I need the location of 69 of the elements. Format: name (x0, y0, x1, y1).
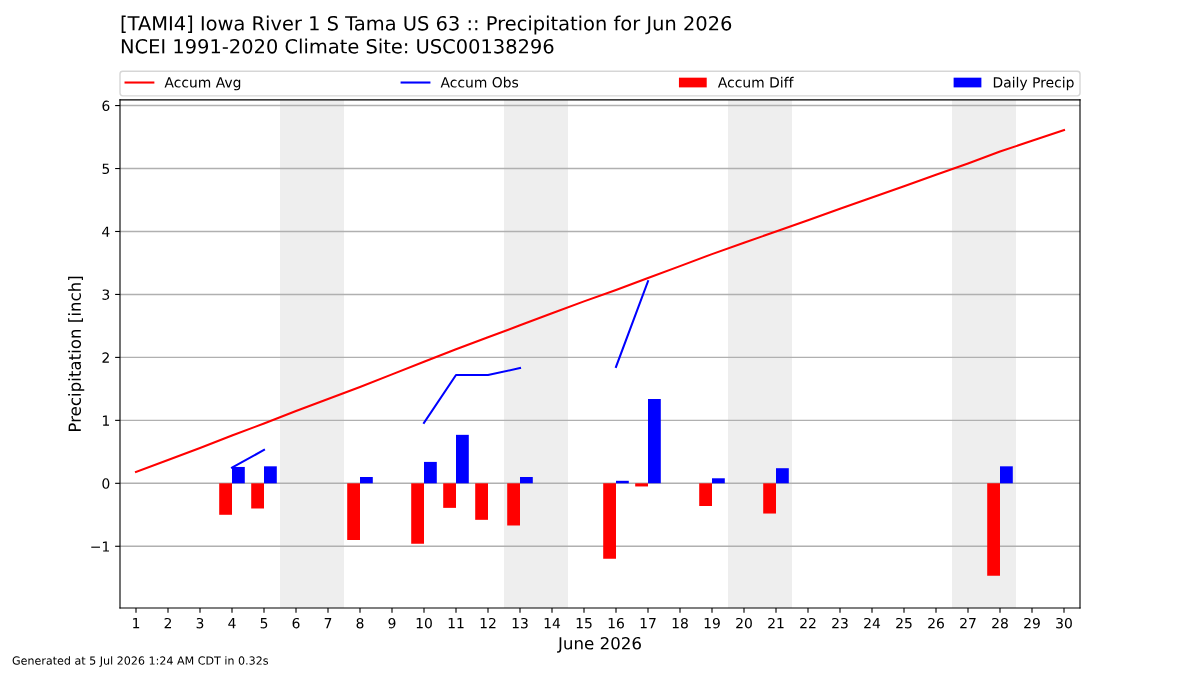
x-tick-label: 19 (704, 617, 720, 629)
bar (475, 483, 488, 520)
y-axis-title: Precipitation [inch] (68, 276, 85, 431)
y-tick-label: 3 (102, 289, 110, 300)
bar (411, 483, 424, 544)
bar (424, 461, 437, 484)
x-tick-label: 6 (292, 617, 300, 629)
x-tick-label: 4 (228, 618, 236, 629)
y-tick-label: 6 (102, 100, 110, 112)
x-tick-label: 8 (356, 617, 364, 629)
x-tick-label: 10 (416, 617, 432, 629)
x-tick-label: 3 (196, 617, 204, 629)
x-tick-label: 26 (928, 617, 944, 629)
x-tick-label: 28 (992, 617, 1008, 629)
bar (603, 483, 616, 559)
bar (507, 483, 520, 526)
chart-subtitle: NCEI 1991-2020 Climate Site: USC00138296 (121, 38, 554, 54)
x-tick-label: 1 (133, 618, 140, 629)
legend-label: Accum Diff (717, 76, 794, 88)
x-tick-label: 17 (640, 618, 656, 629)
x-tick-label: 15 (576, 618, 592, 629)
bar (360, 477, 373, 484)
bar (699, 483, 712, 506)
y-tick-label: 5 (102, 163, 110, 174)
x-axis-title: June 2026 (557, 636, 641, 653)
y-tick-label: 0 (102, 478, 110, 489)
bar (219, 483, 232, 515)
y-tick-label: −1 (91, 541, 109, 552)
line-series (134, 129, 1066, 474)
x-tick-label: 7 (324, 618, 332, 629)
x-tick-label: 29 (1024, 617, 1040, 629)
y-tick-label: 4 (102, 226, 110, 237)
x-tick-label: 27 (960, 617, 976, 629)
x-tick-label: 20 (736, 617, 752, 629)
text: Generated at 5 Jul 2026 1:24 AM CDT in 0.32s (12, 656, 269, 667)
legend-label: Daily Precip (993, 76, 1074, 91)
bar (635, 483, 648, 487)
x-tick-label: 18 (672, 617, 688, 629)
bar (251, 483, 264, 509)
x-tick-label: 16 (608, 617, 624, 629)
bar (712, 478, 725, 484)
bar (763, 483, 776, 514)
bar (456, 434, 469, 484)
x-tick-label: 13 (512, 617, 528, 629)
bar (648, 398, 661, 484)
x-tick-label: 12 (480, 617, 496, 629)
x-tick-label: 5 (260, 618, 268, 629)
x-tick-label: 24 (864, 617, 881, 629)
bar (347, 483, 360, 540)
x-tick-label: 9 (388, 617, 396, 629)
x-tick-label: 2 (164, 617, 172, 629)
x-tick-label: 22 (800, 617, 816, 629)
bar (776, 468, 789, 484)
x-tick-label: 21 (768, 617, 784, 629)
bar (443, 483, 456, 508)
x-tick-label: 23 (832, 617, 848, 629)
bar (520, 477, 533, 484)
x-tick-label: 11 (448, 618, 464, 629)
chart-title: [TAMI4] Iowa River 1 S Tama US 63 :: Precipitation for Jun 2026 (121, 15, 732, 35)
x-tick-label: 14 (544, 618, 561, 629)
y-tick-label: 2 (102, 352, 109, 363)
legend-label: Accum Avg (164, 77, 241, 91)
x-tick-label: 30 (1056, 617, 1072, 629)
bar (264, 466, 277, 484)
legend-label: Accum Obs (440, 76, 519, 88)
bar (987, 483, 1000, 576)
x-tick-label: 25 (896, 617, 912, 629)
y-tick-label: 1 (102, 415, 109, 426)
bar (1000, 466, 1013, 484)
